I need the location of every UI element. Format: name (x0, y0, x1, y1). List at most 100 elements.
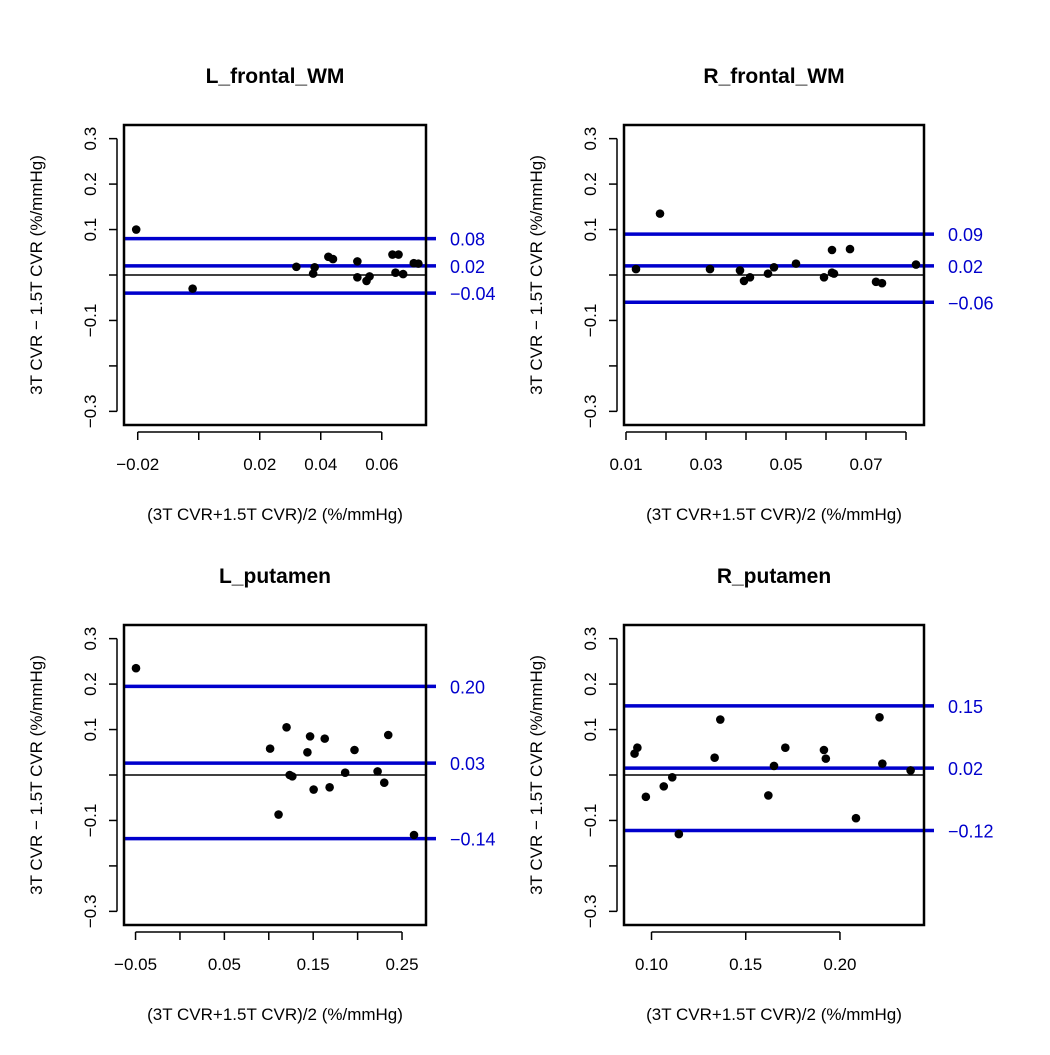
x-axis-label: (3T CVR+1.5T CVR)/2 (%/mmHg) (147, 1005, 403, 1024)
limit-line-label: 0.09 (948, 225, 983, 245)
y-tick-label: −0.1 (81, 304, 100, 338)
limit-line-label: −0.06 (948, 293, 994, 313)
data-point (715, 715, 725, 724)
data-point (877, 278, 887, 288)
plot-frame (622, 623, 926, 927)
data-point (641, 792, 651, 802)
x-tick-label: 0.10 (635, 955, 668, 974)
y-tick-label: −0.1 (81, 804, 100, 838)
y-tick-label: 0.2 (581, 172, 600, 196)
data-point (350, 745, 359, 755)
data-point (906, 766, 915, 775)
x-tick-label: −0.02 (116, 455, 159, 474)
x-tick-label: 0.15 (297, 955, 330, 974)
x-tick-label: 0.05 (769, 455, 802, 474)
data-point (414, 259, 423, 268)
data-point (353, 257, 362, 266)
data-point (282, 722, 291, 732)
y-tick-label: 0.3 (581, 627, 600, 651)
data-point (655, 209, 665, 218)
data-point (633, 743, 642, 753)
data-point (305, 732, 315, 741)
data-point (764, 791, 773, 800)
chart-title: R_putamen (717, 565, 831, 588)
data-point (763, 269, 773, 278)
data-point (365, 272, 374, 281)
data-point (827, 245, 837, 255)
limit-line-label: −0.04 (450, 284, 496, 304)
data-point (379, 778, 389, 788)
data-point (791, 259, 801, 268)
x-tick-label: 0.01 (609, 455, 642, 474)
limit-line-label: 0.02 (450, 257, 485, 277)
limit-line-label: 0.15 (948, 697, 983, 717)
data-point (781, 743, 790, 753)
data-point (131, 663, 141, 673)
x-axis-label: (3T CVR+1.5T CVR)/2 (%/mmHg) (147, 505, 403, 524)
data-point (705, 264, 715, 274)
x-tick-label: 0.02 (243, 455, 276, 474)
data-point (325, 782, 334, 792)
y-tick-label: −0.3 (581, 395, 600, 429)
y-tick-label: 0.3 (81, 127, 100, 151)
data-point (320, 734, 330, 743)
data-point (265, 744, 275, 753)
data-point (659, 782, 669, 791)
data-point (303, 747, 312, 757)
y-tick-label: −0.1 (581, 804, 600, 838)
data-point (674, 829, 684, 839)
limit-line-label: −0.14 (450, 830, 496, 850)
x-tick-label: 0.20 (823, 955, 856, 974)
x-tick-label: 0.05 (208, 955, 241, 974)
data-point (631, 264, 641, 274)
x-tick-label: −0.05 (114, 955, 157, 974)
data-point (745, 272, 755, 282)
data-point (409, 830, 419, 840)
plot-frame (122, 123, 428, 427)
limit-line-label: 0.20 (450, 677, 485, 697)
limit-line-label: 0.08 (450, 230, 485, 250)
y-tick-label: 0.2 (81, 672, 100, 696)
plot-frame (622, 123, 926, 427)
y-tick-label: 0.3 (81, 627, 100, 651)
x-tick-label: 0.03 (689, 455, 722, 474)
x-tick-label: 0.04 (304, 455, 337, 474)
data-point (353, 272, 362, 282)
y-axis-label: 3T CVR − 1.5T CVR (%/mmHg) (27, 655, 46, 895)
data-point (292, 262, 301, 272)
chart-title: L_frontal_WM (206, 65, 345, 88)
limit-line-label: 0.02 (948, 257, 983, 277)
y-tick-label: 0.1 (581, 718, 600, 742)
y-tick-label: −0.3 (581, 895, 600, 929)
y-tick-label: 0.1 (581, 218, 600, 242)
panel-l-putamen: L_putamen (3T CVR+1.5T CVR)/2 (%/mmHg) 3T … (27, 565, 496, 1024)
data-point (911, 260, 921, 269)
data-point (821, 754, 831, 763)
y-tick-label: 0.1 (81, 718, 100, 742)
data-point (710, 753, 719, 763)
limit-line-label: −0.12 (948, 821, 994, 841)
data-point (310, 262, 319, 272)
y-tick-label: 0.2 (581, 672, 600, 696)
data-point (188, 284, 197, 293)
x-tick-label: 0.06 (365, 455, 398, 474)
x-axis-label: (3T CVR+1.5T CVR)/2 (%/mmHg) (646, 1005, 902, 1024)
y-axis-label: 3T CVR − 1.5T CVR (%/mmHg) (527, 655, 546, 895)
x-axis-label: (3T CVR+1.5T CVR)/2 (%/mmHg) (646, 505, 902, 524)
data-point (851, 813, 861, 823)
x-tick-label: 0.07 (849, 455, 882, 474)
data-point (769, 761, 779, 771)
data-point (735, 266, 745, 275)
data-point (131, 225, 141, 234)
data-point (829, 269, 839, 278)
data-point (819, 745, 829, 755)
y-axis-label: 3T CVR − 1.5T CVR (%/mmHg) (27, 155, 46, 395)
chart-title: R_frontal_WM (703, 65, 844, 88)
data-point (340, 768, 350, 778)
x-tick-label: 0.15 (729, 955, 762, 974)
data-point (875, 712, 884, 722)
data-point (845, 244, 855, 254)
limit-line-label: 0.03 (450, 754, 485, 774)
y-tick-label: 0.1 (81, 218, 100, 242)
